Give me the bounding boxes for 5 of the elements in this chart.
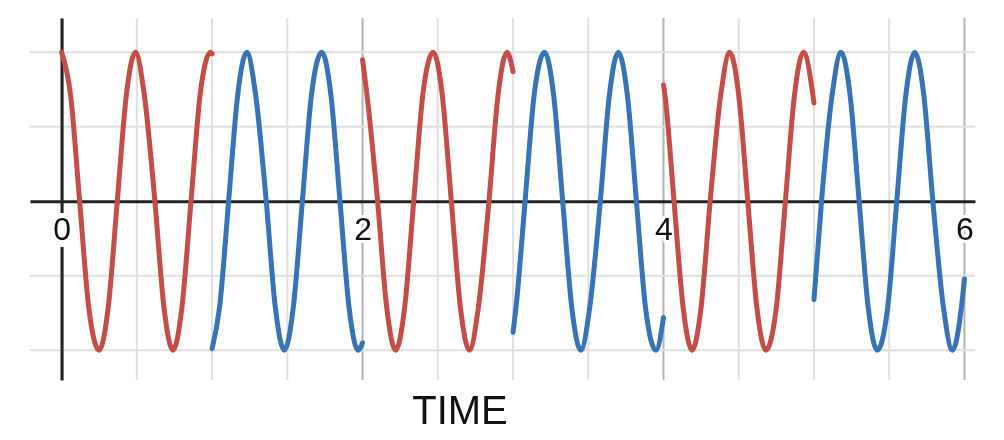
x-tick-label: 6: [956, 210, 974, 247]
x-axis-title: TIME: [412, 388, 508, 432]
x-tick-label: 2: [354, 210, 372, 247]
x-tick-label: 4: [655, 210, 673, 247]
x-tick-label: 0: [53, 210, 71, 247]
